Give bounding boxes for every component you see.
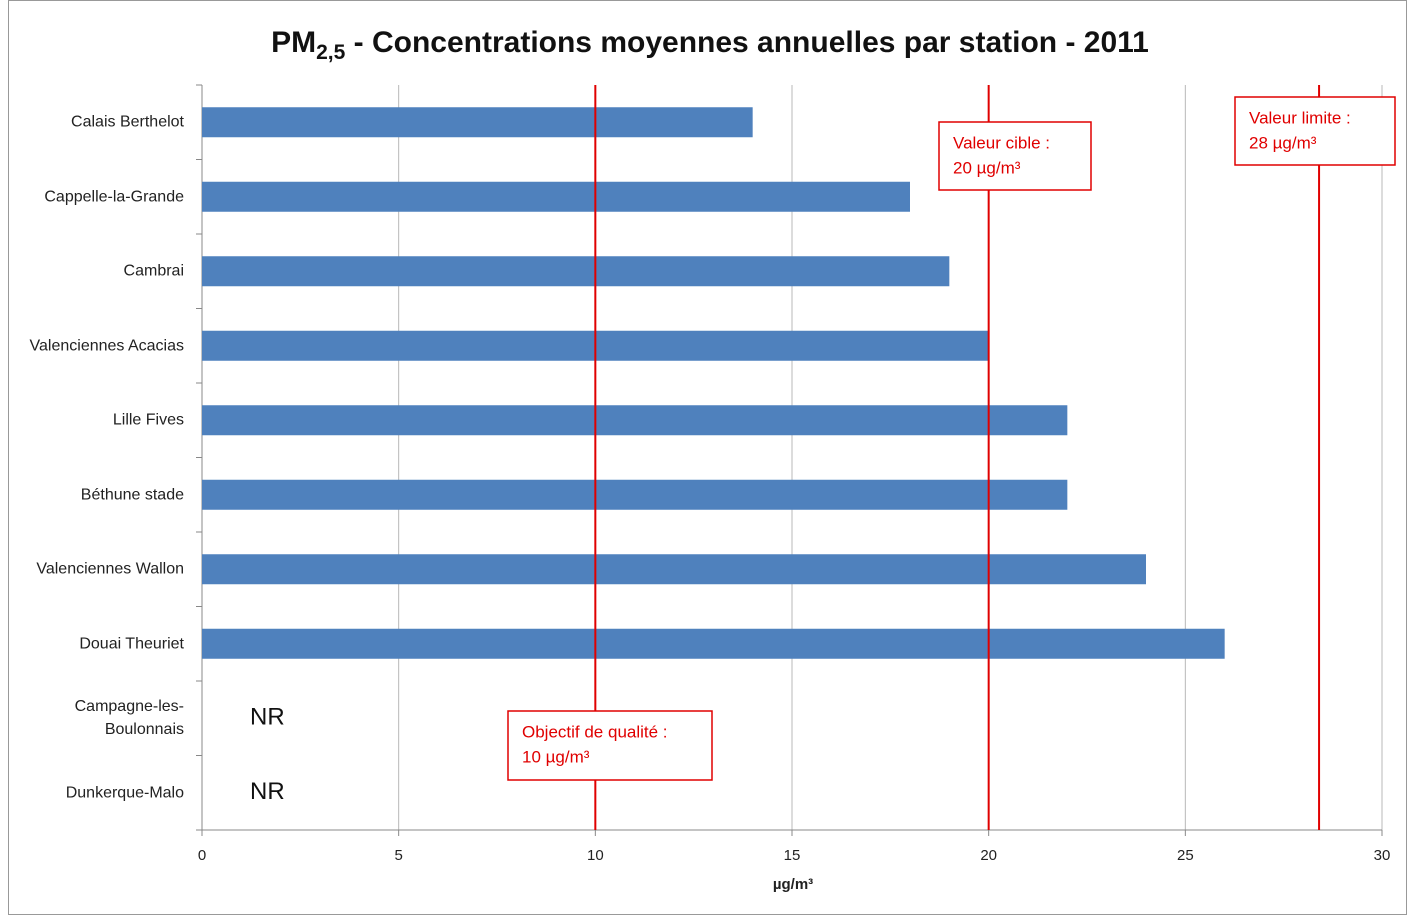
y-tick-label: Dunkerque-Malo (65, 784, 184, 802)
bar (202, 256, 950, 287)
value-label: NR (250, 778, 285, 805)
annotation-text: Objectif de qualité : (522, 722, 668, 741)
annotation-box (1234, 96, 1396, 166)
title-rest: - Concentrations moyennes annuelles par … (345, 26, 1149, 59)
annotation-box (507, 710, 713, 781)
value-label: NR (250, 704, 285, 731)
y-tick-label: Béthune stade (80, 486, 184, 504)
x-axis-label: µg/m³ (773, 876, 813, 893)
y-tick-label: Lille Fives (112, 411, 184, 429)
bar (202, 479, 1068, 510)
annotation-box (938, 121, 1092, 191)
x-tick-label: 30 (1374, 847, 1391, 864)
y-tick-label: Cappelle-la-Grande (44, 188, 184, 206)
bar (202, 107, 753, 138)
x-tick-label: 15 (784, 847, 801, 864)
x-tick-label: 5 (394, 847, 402, 864)
x-tick-label: 25 (1177, 847, 1194, 864)
y-tick-label: Valenciennes Wallon (36, 560, 184, 578)
annotation-text: Valeur cible : (953, 133, 1050, 152)
annotation-text: 28 µg/m³ (1249, 133, 1317, 152)
y-tick-label: Cambrai (123, 262, 184, 280)
x-tick-label: 20 (980, 847, 997, 864)
y-tick-label: Valenciennes Acacias (29, 337, 184, 355)
x-tick-label: 10 (587, 847, 604, 864)
bar (202, 554, 1146, 585)
annotation-text: 10 µg/m³ (522, 747, 590, 766)
y-tick-label: Calais Berthelot (71, 113, 184, 131)
bar (202, 628, 1225, 659)
y-tick-label: Campagne-les-Boulonnais (74, 698, 184, 739)
title-main: PM (271, 26, 316, 59)
annotation-text: Valeur limite : (1249, 108, 1351, 127)
bar (202, 405, 1068, 436)
annotation-text: 20 µg/m³ (953, 158, 1021, 177)
title-subscript: 2,5 (316, 41, 346, 64)
x-tick-label: 0 (198, 847, 206, 864)
y-tick-label: Douai Theuriet (79, 635, 184, 653)
chart-title: PM2,5 - Concentrations moyennes annuelle… (271, 26, 1149, 64)
bar (202, 181, 910, 212)
